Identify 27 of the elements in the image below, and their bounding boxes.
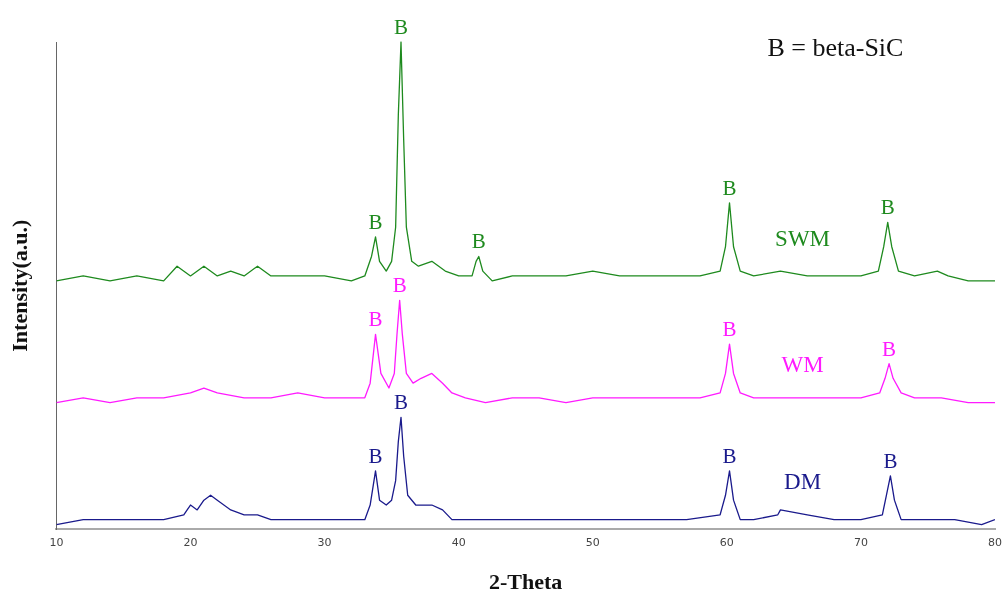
x-tick-label: 70 xyxy=(853,535,868,549)
series-label: SWM xyxy=(775,225,831,251)
series-label: DM xyxy=(784,469,822,495)
x-tick-label: 60 xyxy=(719,535,734,549)
x-tick-label: 50 xyxy=(585,535,600,549)
x-axis-title: 2-Theta xyxy=(489,569,563,595)
annotation: B xyxy=(392,273,407,298)
x-tick-label: 30 xyxy=(317,535,332,549)
x-tick-label: 40 xyxy=(451,535,466,549)
x-tick-label: 20 xyxy=(183,535,198,549)
annotation: B xyxy=(883,448,898,473)
y-axis-title: Intensity(a.u.) xyxy=(6,219,32,352)
series-label: WM xyxy=(781,352,824,378)
annotation: B xyxy=(368,307,383,332)
x-tick-label: 10 xyxy=(49,535,64,549)
x-tick-label: 80 xyxy=(988,535,1002,549)
annotation: B xyxy=(722,175,737,200)
annotation: B xyxy=(471,229,486,254)
annotation: B xyxy=(880,195,895,220)
annotation: B xyxy=(393,390,409,415)
annotation: B = beta-SiC xyxy=(767,32,904,62)
annotation: B xyxy=(882,336,897,361)
annotation: B xyxy=(722,317,737,342)
annotation: B xyxy=(722,443,737,468)
annotation: B xyxy=(368,209,383,234)
annotation: B xyxy=(368,443,383,468)
annotation: B xyxy=(393,15,409,40)
